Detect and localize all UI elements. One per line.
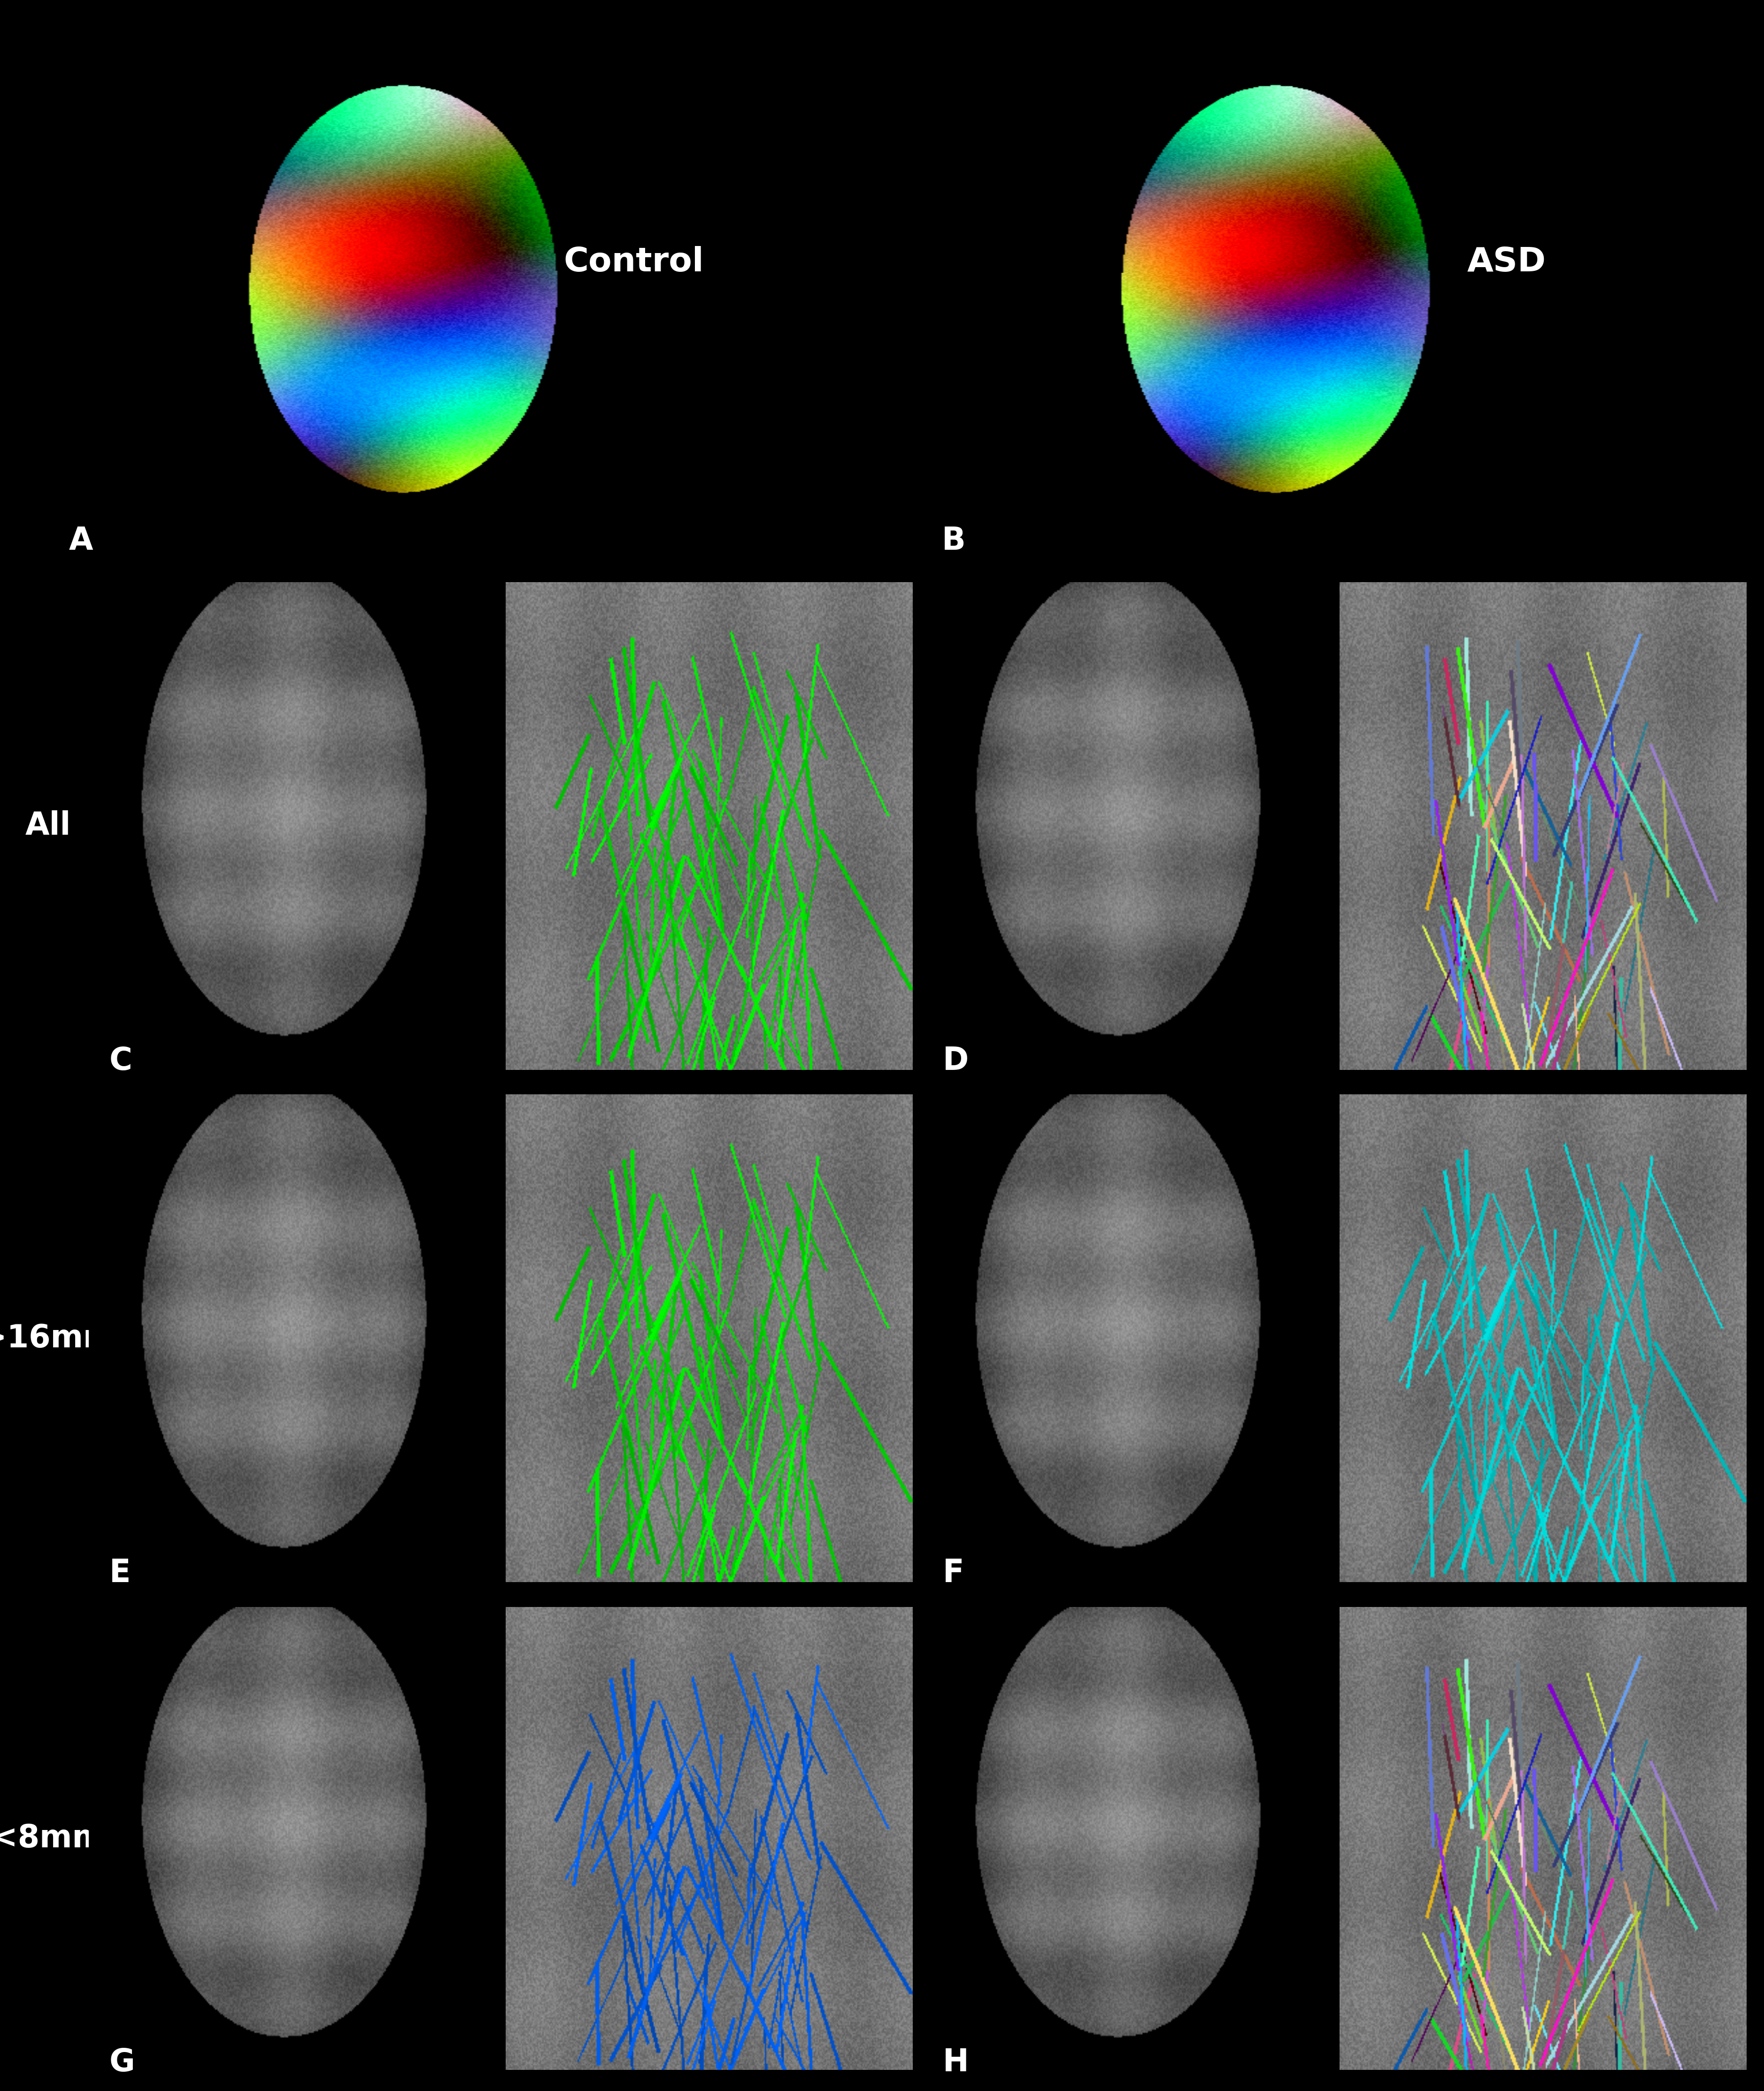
- Text: ASD: ASD: [1468, 247, 1545, 278]
- Text: A: A: [69, 525, 93, 556]
- Text: >16mm: >16mm: [0, 1324, 116, 1353]
- Text: E: E: [109, 1558, 131, 1589]
- Text: C: C: [109, 1046, 132, 1077]
- Text: <8mm: <8mm: [0, 1823, 104, 1855]
- Text: D: D: [944, 1046, 968, 1077]
- Text: Control: Control: [564, 247, 704, 278]
- Text: F: F: [944, 1558, 965, 1589]
- Text: All: All: [25, 811, 71, 841]
- Text: G: G: [109, 2047, 134, 2078]
- Text: H: H: [944, 2047, 968, 2078]
- Text: B: B: [942, 525, 965, 556]
